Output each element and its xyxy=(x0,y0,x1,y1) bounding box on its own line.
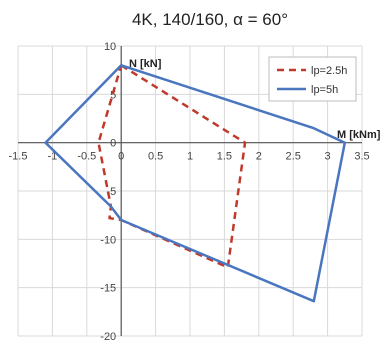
y-tick-label: -15 xyxy=(100,283,116,295)
y-tick-label: 0 xyxy=(110,138,116,150)
x-tick-labels: -1.5 -1 -0.5 0 0.5 1 1.5 2 2.5 3 3.5 xyxy=(9,151,370,163)
x-tick-label: 1.5 xyxy=(217,151,232,163)
y-tick-label: 5 xyxy=(110,89,116,101)
x-tick-label: 3 xyxy=(325,151,331,163)
x-tick-label: 0.5 xyxy=(148,151,163,163)
y-tick-label: -5 xyxy=(106,186,116,198)
axes xyxy=(18,46,362,336)
legend-label-lp-5h: lp=5h xyxy=(311,84,338,96)
x-tick-label: 2.5 xyxy=(286,151,301,163)
legend-label-lp-2-5h: lp=2.5h xyxy=(311,65,347,77)
x-axis-label: M [kNm] xyxy=(337,129,381,141)
series-line-lp-2-5h xyxy=(97,64,247,269)
x-tick-label: 1 xyxy=(187,151,193,163)
legend: lp=2.5h lp=5h xyxy=(268,56,357,102)
x-tick-label: 2 xyxy=(256,151,262,163)
y-tick-label: -20 xyxy=(100,331,116,341)
y-tick-labels: 10 5 0 -5 -10 -15 -20 xyxy=(100,41,116,341)
legend-box xyxy=(268,56,357,102)
y-axis-label: N [kN] xyxy=(129,58,162,70)
x-tick-label: 0 xyxy=(118,151,124,163)
series-lines xyxy=(44,64,347,303)
y-tick-label: 10 xyxy=(104,41,116,53)
series-line-lp-5h xyxy=(44,64,347,303)
x-tick-label: -0.5 xyxy=(77,151,96,163)
chart-title: 4K, 140/160, α = 60° xyxy=(132,10,288,29)
x-tick-label: -1.5 xyxy=(9,151,28,163)
x-tick-label: -1 xyxy=(48,151,58,163)
x-tick-label: 3.5 xyxy=(354,151,369,163)
grid xyxy=(17,45,363,337)
y-tick-label: -10 xyxy=(100,234,116,246)
